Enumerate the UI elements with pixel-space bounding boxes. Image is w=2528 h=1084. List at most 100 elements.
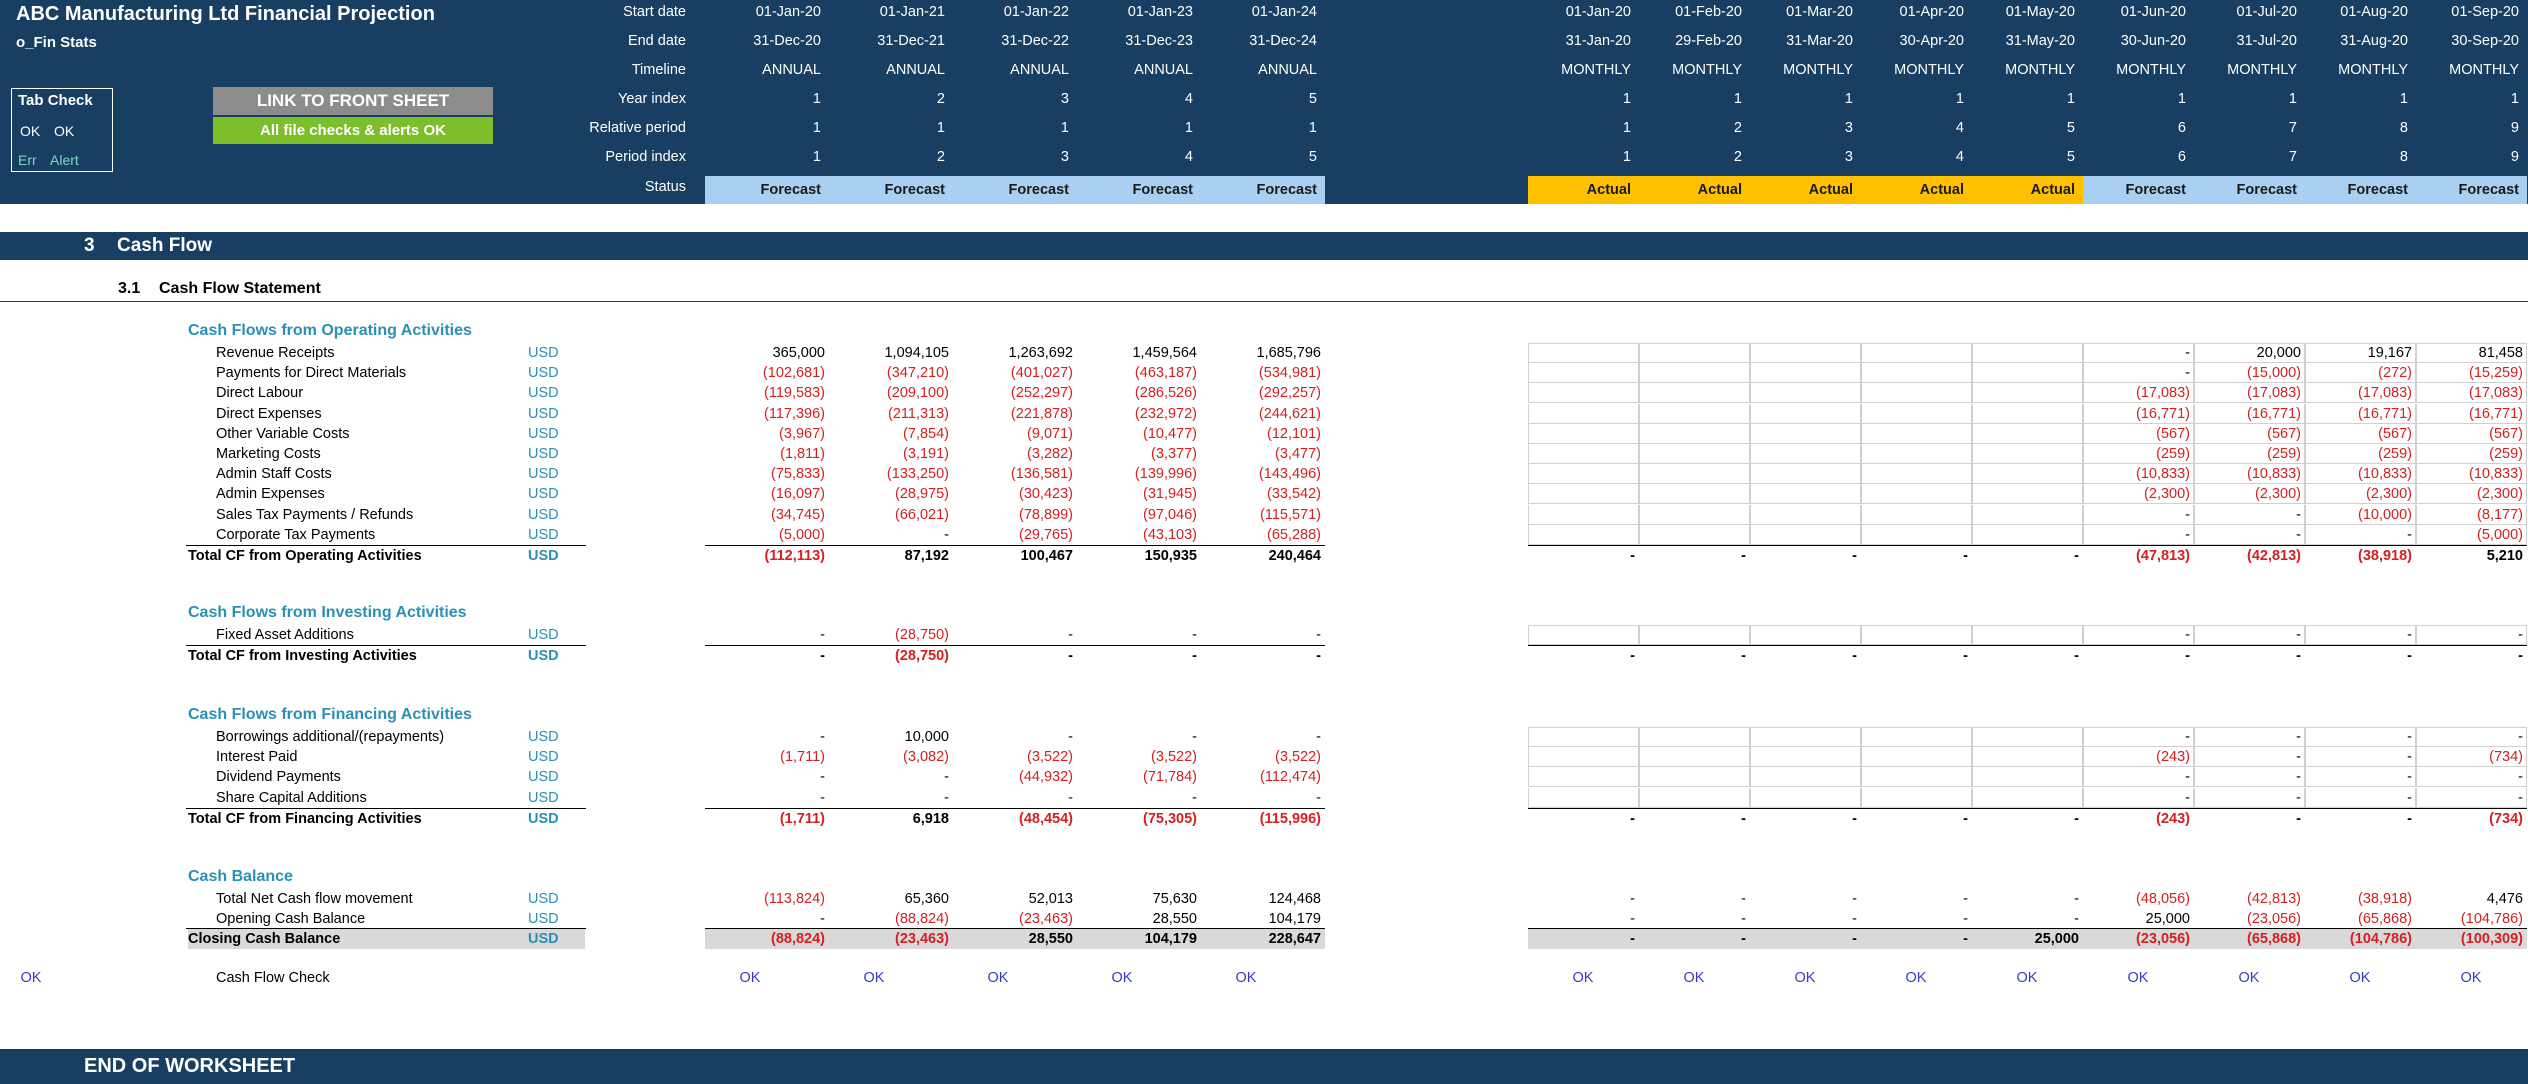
- header-monthly-start: 01-Mar-20: [1786, 4, 1853, 20]
- input-grid-cell: [1639, 363, 1750, 384]
- input-grid-cell: [1861, 727, 1972, 747]
- value-cell: -: [2518, 648, 2523, 665]
- input-grid-cell: [2194, 727, 2305, 747]
- value-cell: -: [1192, 729, 1197, 745]
- value-cell: -: [944, 526, 949, 543]
- value-cell: [1639, 464, 1750, 484]
- value-cell: [1639, 383, 1750, 403]
- value-cell: [1861, 727, 1972, 747]
- value-cell: -: [2296, 789, 2301, 806]
- value-cell: (16,771): [2246, 405, 2301, 422]
- value-cell: -: [2296, 749, 2301, 766]
- header-monthly-period-index: 7: [2288, 149, 2297, 165]
- value-cell: [1972, 424, 2083, 444]
- value-cell: -: [2407, 648, 2412, 665]
- value-cell: (1,811): [780, 446, 825, 462]
- input-grid-cell: [2083, 464, 2194, 485]
- unit-label: USD: [528, 526, 559, 543]
- value-cell: -: [1741, 891, 1746, 907]
- value-cell: [1861, 747, 1972, 767]
- value-cell: (75,305): [1142, 810, 1197, 827]
- total-row: Total CF from Investing Activities USD - (2…: [0, 645, 2528, 666]
- input-grid-cell: [2083, 625, 2194, 645]
- value-cell: 28,550: [1152, 911, 1197, 927]
- header-monthly-year-index: 1: [2066, 91, 2075, 107]
- input-grid-cell: [2416, 484, 2527, 505]
- value-cell: -: [1963, 548, 1968, 564]
- value-cell: -: [1852, 810, 1857, 827]
- value-cell: (42,813): [2246, 891, 2301, 907]
- total-rule: [1528, 807, 2527, 809]
- value-cell: [1861, 424, 1972, 444]
- header-annual-start: 01-Jan-20: [755, 4, 821, 20]
- value-cell: 104,179: [1268, 911, 1321, 927]
- value-cell: [1750, 464, 1861, 484]
- header-monthly-end: 31-Jan-20: [1565, 33, 1631, 49]
- input-grid-cell: [2194, 464, 2305, 485]
- table-row: Interest Paid USD (1,711) (3,082) (3,522) (3,…: [0, 747, 2528, 768]
- input-grid-cell: [1861, 484, 1972, 505]
- value-cell: [1972, 767, 2083, 787]
- value-cell: -: [1741, 931, 1746, 947]
- value-cell: -: [2296, 729, 2301, 745]
- table-row: Fixed Asset Additions USD - (28,750) - - - - - - -: [0, 625, 2528, 645]
- header-monthly-start: 01-Sep-20: [2451, 4, 2519, 20]
- unit-label: USD: [528, 789, 559, 806]
- value-cell: [1750, 363, 1861, 383]
- total-rule: [186, 928, 586, 929]
- total-rule: [1528, 545, 2527, 546]
- value-cell: [1639, 625, 1750, 645]
- value-cell: (2,300): [2366, 486, 2412, 503]
- value-cell: -: [944, 789, 949, 806]
- value-cell: 87,192: [904, 548, 949, 564]
- unit-label: USD: [528, 365, 559, 382]
- header-monthly-start: 01-Apr-20: [1899, 4, 1964, 20]
- input-grid-cell: [2416, 625, 2527, 645]
- value-cell: 25,000: [2034, 931, 2079, 947]
- link-to-front-sheet-button[interactable]: LINK TO FRONT SHEET: [213, 87, 493, 115]
- row-label: Sales Tax Payments / Refunds: [216, 506, 414, 523]
- input-grid-cell: [2194, 423, 2305, 444]
- value-cell: (115,996): [1259, 810, 1321, 827]
- value-cell: (534,981): [1258, 365, 1321, 382]
- header-annual-timeline: ANNUAL: [1258, 62, 1317, 78]
- input-grid-cell: [1861, 464, 1972, 485]
- value-cell: (88,824): [770, 931, 825, 947]
- value-cell: -: [1192, 789, 1197, 806]
- value-cell: (734): [2489, 810, 2523, 827]
- value-cell: (463,187): [1134, 365, 1197, 382]
- value-cell: (272): [2378, 365, 2412, 382]
- value-cell: (3,282): [1027, 446, 1073, 462]
- value-cell: (102,681): [762, 365, 825, 382]
- total-rule: [1528, 928, 2527, 929]
- value-cell: (30,423): [1018, 486, 1073, 503]
- input-grid-cell: [2416, 343, 2527, 363]
- value-cell: [1528, 788, 1639, 808]
- value-cell: (5,000): [779, 526, 825, 543]
- header-monthly-year-index: 1: [1733, 91, 1742, 107]
- value-cell: [1639, 363, 1750, 383]
- value-cell: (17,083): [2357, 385, 2412, 402]
- unit-label: USD: [528, 911, 559, 927]
- value-cell: (71,784): [1142, 769, 1197, 786]
- input-grid-cell: [1528, 787, 1639, 808]
- value-cell: [1528, 383, 1639, 403]
- input-grid-cell: [1750, 504, 1861, 525]
- row-shade: [705, 929, 1325, 949]
- value-cell: -: [2296, 506, 2301, 523]
- input-grid-cell: [1639, 343, 1750, 363]
- value-cell: -: [2296, 648, 2301, 665]
- unit-label: USD: [528, 425, 559, 442]
- value-cell: (16,771): [2468, 405, 2523, 422]
- check-ok: OK: [1905, 970, 1927, 986]
- value-cell: -: [2074, 891, 2079, 907]
- header-annual-end: 31-Dec-22: [1001, 33, 1069, 49]
- value-cell: 28,550: [1028, 931, 1073, 947]
- value-cell: (10,000): [2357, 506, 2412, 523]
- row-label: Total CF from Operating Activities: [188, 548, 422, 564]
- header-monthly-relative-period: 5: [2066, 120, 2075, 136]
- value-cell: -: [2074, 548, 2079, 564]
- input-grid-cell: [1639, 383, 1750, 404]
- check-ok: OK: [1683, 970, 1705, 986]
- value-cell: -: [1963, 931, 1968, 947]
